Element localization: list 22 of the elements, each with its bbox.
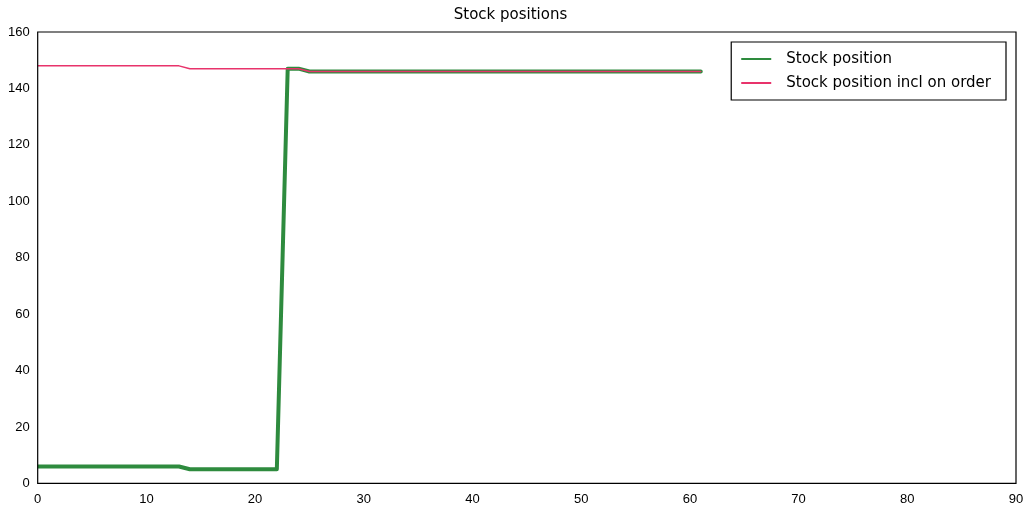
x-tick-label: 0 bbox=[34, 490, 42, 506]
x-tick-label: 40 bbox=[465, 490, 480, 506]
x-tick-label: 50 bbox=[573, 490, 589, 506]
y-tick-label: 40 bbox=[15, 362, 30, 378]
x-tick-label: 90 bbox=[1008, 490, 1024, 506]
legend-label: Stock position bbox=[786, 48, 892, 67]
x-tick-label: 80 bbox=[900, 490, 915, 506]
y-tick-label: 120 bbox=[7, 136, 30, 152]
y-tick-label: 140 bbox=[7, 80, 30, 95]
x-tick-label: 60 bbox=[682, 490, 698, 506]
y-tick-label: 80 bbox=[15, 249, 30, 265]
chart-title: Stock positions bbox=[453, 4, 568, 23]
x-tick-label: 10 bbox=[139, 490, 154, 506]
y-tick-label: 0 bbox=[22, 474, 30, 490]
y-tick-label: 60 bbox=[15, 305, 30, 321]
y-tick-label: 160 bbox=[7, 23, 30, 39]
y-tick-label: 20 bbox=[15, 418, 30, 434]
legend-label: Stock position incl on order bbox=[786, 72, 992, 91]
x-tick-label: 70 bbox=[791, 490, 806, 506]
x-tick-label: 30 bbox=[356, 490, 372, 506]
x-tick-label: 20 bbox=[247, 490, 263, 506]
y-tick-label: 100 bbox=[7, 192, 30, 208]
